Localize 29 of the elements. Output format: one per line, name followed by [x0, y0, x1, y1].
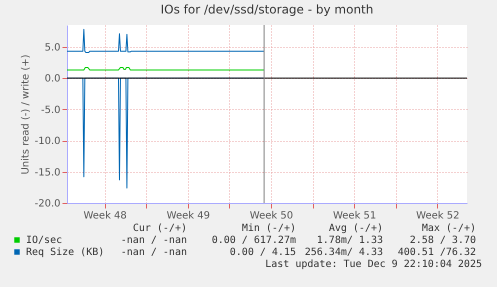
line-series	[66, 28, 265, 53]
text: 1.78m/ 1.33	[316, 235, 383, 246]
text: Cur (-/+)	[132, 223, 187, 234]
text: 256.34m/ 4.33	[304, 247, 383, 258]
text: 400.51 /76.32	[398, 247, 476, 258]
chart-title: IOs for /dev/ssd/storage - by month	[160, 2, 374, 16]
x-tick-label: Week 50	[250, 210, 294, 222]
text: Last update: Tue Dec 9 22:10:04 2025	[265, 259, 482, 270]
text: Avg (-/+)	[328, 223, 383, 234]
x-tick-label: Week 48	[83, 210, 127, 222]
text: 0.00 / 617.27m	[212, 235, 296, 246]
y-tick-label: -5.0	[40, 104, 60, 116]
y-tick-label: 5.0	[44, 42, 60, 54]
x-tick-label: Week 49	[166, 210, 210, 222]
y-axis-title: Units read (-) / write (+)	[20, 54, 32, 175]
y-tick-label: -10.0	[34, 136, 60, 148]
text: 0.00 / 4.15	[230, 247, 296, 258]
text: Min (-/+)	[242, 223, 296, 234]
text: Max (-/+)	[422, 223, 476, 234]
y-tick-label: -15.0	[34, 167, 60, 178]
text: -nan / -nan	[120, 235, 187, 246]
text: -nan / -nan	[120, 247, 187, 258]
y-tick-label: 0.0	[44, 74, 60, 85]
x-tick-label: Week 51	[332, 210, 376, 222]
legend-label: IO/sec	[26, 235, 62, 246]
legend-label: Req Size (KB)	[26, 247, 104, 258]
y-tick-label: -20.0	[34, 198, 60, 210]
x-tick-label: Week 52	[416, 210, 460, 222]
text: 2.58 / 3.70	[410, 235, 476, 246]
